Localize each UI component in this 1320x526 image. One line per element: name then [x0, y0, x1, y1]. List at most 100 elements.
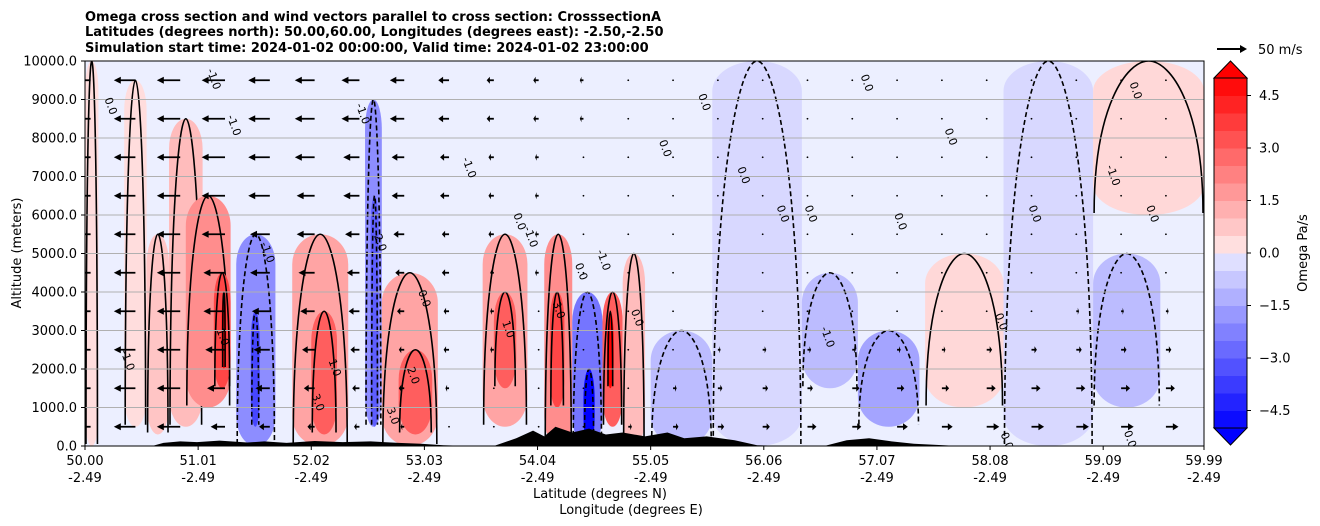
wind-vector-head: [1036, 384, 1041, 392]
colorbar-band: [1214, 235, 1247, 254]
wind-vector: [1030, 156, 1033, 159]
wind-vector: [294, 153, 315, 161]
wind-vector: [1120, 156, 1123, 159]
wind-vector-head: [343, 153, 351, 161]
colorbar-band: [1214, 270, 1247, 289]
wind-vector-dot: [761, 310, 764, 313]
wind-vector-dot: [761, 233, 764, 236]
omega-contour: [607, 310, 614, 387]
x-tick-label-lon: -2.49: [973, 471, 1007, 486]
wind-vector: [806, 194, 809, 197]
wind-vector-dot: [851, 117, 854, 120]
wind-vector-head: [1038, 423, 1045, 431]
wind-vector-dot: [896, 233, 898, 236]
wind-vector: [1165, 423, 1179, 431]
wind-vector: [341, 76, 360, 84]
wind-vector-dot: [985, 233, 988, 236]
wind-vector: [201, 76, 226, 84]
wind-vector: [717, 346, 721, 354]
omega-contour: [1093, 61, 1204, 214]
wind-vector: [672, 348, 674, 351]
wind-vector-dot: [940, 233, 943, 236]
wind-vector: [298, 269, 315, 277]
wind-vector: [535, 269, 539, 277]
wind-vector-head: [113, 269, 121, 277]
wind-vector-dot: [582, 233, 585, 236]
vector-key: 50 m/s: [1217, 43, 1303, 58]
wind-vector-dot: [1165, 194, 1167, 197]
wind-vector-dot: [1075, 117, 1078, 120]
wind-vector: [896, 233, 898, 236]
wind-vector-head: [398, 346, 402, 354]
y-tick-label: 5000.0: [32, 247, 78, 262]
wind-vector-dot: [672, 310, 674, 313]
wind-vector: [940, 194, 943, 197]
wind-vector-dot: [627, 156, 630, 159]
colorbar: 4.5 3.0 1.5 0.0 −1.5 −3.0 −4.5: [1212, 60, 1291, 446]
wind-vector: [490, 346, 494, 354]
wind-vector-dot: [627, 348, 630, 351]
wind-vector-head: [809, 346, 812, 354]
wind-vector: [201, 230, 226, 238]
wind-vector: [250, 269, 270, 277]
wind-vector: [761, 271, 764, 274]
wind-vector-head: [156, 192, 164, 200]
vector-key-arrow-head: [1240, 45, 1247, 53]
wind-vector: [806, 117, 809, 120]
contour-label: 0.0: [891, 211, 909, 232]
wind-vector: [1165, 384, 1175, 392]
wind-vector-dot: [672, 194, 674, 197]
x-tick-label-lat: 59.09: [1085, 454, 1122, 469]
wind-vector-head: [294, 115, 302, 123]
colorbar-band: [1214, 410, 1247, 429]
wind-vector: [113, 192, 136, 200]
wind-vector-dot: [896, 194, 898, 197]
wind-vector-dot: [492, 387, 495, 390]
title-line-1: Omega cross section and wind vectors par…: [85, 10, 661, 25]
wind-vector-dot: [716, 79, 719, 82]
wind-vector-head: [391, 153, 398, 161]
wind-vector-dot: [1075, 79, 1078, 82]
wind-vector-head: [490, 269, 492, 277]
wind-vector-head: [73, 346, 80, 353]
colorbar-band: [1214, 95, 1247, 114]
wind-vector: [851, 233, 854, 236]
wind-vector: [85, 79, 91, 82]
colorbar-band: [1214, 148, 1247, 166]
wind-vector: [579, 115, 584, 123]
wind-vector: [156, 192, 181, 200]
wind-vector-dot: [582, 156, 585, 159]
wind-vector: [1075, 271, 1078, 274]
wind-vector: [490, 269, 494, 277]
wind-vector-head: [535, 153, 537, 161]
wind-vector-head: [579, 76, 582, 84]
omega-contour: [712, 61, 802, 445]
wind-vector-head: [943, 346, 946, 354]
contour-label: 0.0: [1121, 429, 1139, 450]
wind-vector: [761, 79, 764, 82]
wind-vector-dot: [1165, 233, 1167, 236]
wind-vector-head: [438, 76, 444, 84]
wind-vector: [1075, 79, 1078, 82]
wind-vector-head: [490, 346, 492, 354]
wind-vector: [391, 192, 405, 200]
wind-vector-head: [341, 115, 349, 123]
wind-vector: [73, 346, 91, 353]
wind-vector-head: [207, 384, 215, 392]
wind-vector-dot: [672, 117, 674, 120]
wind-vector: [438, 115, 450, 123]
wind-vector-dot: [1075, 156, 1078, 159]
wind-vector: [1165, 79, 1167, 82]
wind-vector: [486, 115, 494, 123]
wind-vector-dot: [896, 271, 898, 274]
wind-vector-head: [535, 269, 537, 277]
colorbar-band: [1214, 375, 1247, 394]
wind-vector-head: [488, 192, 491, 200]
wind-vector-dot: [851, 233, 854, 236]
wind-vector: [627, 117, 630, 120]
wind-vector-dot: [1030, 310, 1033, 313]
wind-vector-head: [248, 153, 256, 161]
wind-vector-head: [307, 423, 311, 431]
wind-vector-head: [350, 346, 355, 354]
